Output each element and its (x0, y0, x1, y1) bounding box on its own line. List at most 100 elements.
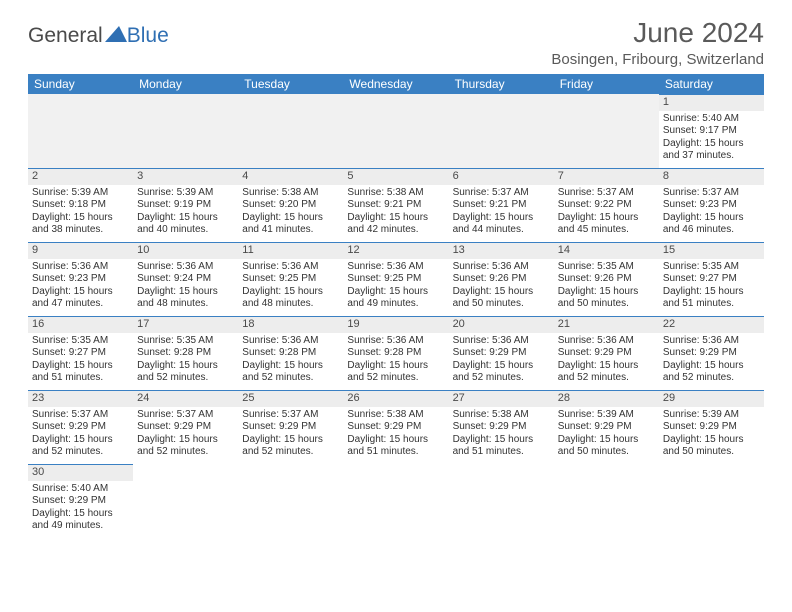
sunset-line: Sunset: 9:29 PM (663, 347, 760, 360)
sunset-line: Sunset: 9:27 PM (663, 273, 760, 286)
sunrise-line: Sunrise: 5:35 AM (558, 261, 655, 274)
daylight-line: Daylight: 15 hours and 50 minutes. (453, 286, 550, 311)
day-info: Sunrise: 5:39 AMSunset: 9:29 PMDaylight:… (659, 407, 764, 463)
sunset-line: Sunset: 9:29 PM (242, 421, 339, 434)
sunset-line: Sunset: 9:20 PM (242, 199, 339, 212)
sunset-line: Sunset: 9:29 PM (663, 421, 760, 434)
sunrise-line: Sunrise: 5:38 AM (242, 187, 339, 200)
day-cell-8: 8Sunrise: 5:37 AMSunset: 9:23 PMDaylight… (659, 168, 764, 242)
daylight-line: Daylight: 15 hours and 52 minutes. (663, 360, 760, 385)
daylight-line: Daylight: 15 hours and 48 minutes. (242, 286, 339, 311)
sunset-line: Sunset: 9:29 PM (32, 421, 129, 434)
day-info: Sunrise: 5:37 AMSunset: 9:29 PMDaylight:… (28, 407, 133, 463)
day-info: Sunrise: 5:38 AMSunset: 9:21 PMDaylight:… (343, 185, 448, 241)
daylight-line: Daylight: 15 hours and 37 minutes. (663, 138, 760, 163)
sunrise-line: Sunrise: 5:40 AM (663, 113, 760, 126)
sunrise-line: Sunrise: 5:36 AM (663, 335, 760, 348)
day-cell-4: 4Sunrise: 5:38 AMSunset: 9:20 PMDaylight… (238, 168, 343, 242)
day-info: Sunrise: 5:37 AMSunset: 9:29 PMDaylight:… (133, 407, 238, 463)
day-number: 19 (343, 317, 448, 333)
day-info: Sunrise: 5:36 AMSunset: 9:26 PMDaylight:… (449, 259, 554, 315)
sunset-line: Sunset: 9:25 PM (347, 273, 444, 286)
day-info: Sunrise: 5:37 AMSunset: 9:21 PMDaylight:… (449, 185, 554, 241)
day-number: 18 (238, 317, 343, 333)
sunset-line: Sunset: 9:29 PM (137, 421, 234, 434)
sunset-line: Sunset: 9:28 PM (242, 347, 339, 360)
day-cell-3: 3Sunrise: 5:39 AMSunset: 9:19 PMDaylight… (133, 168, 238, 242)
day-cell-2: 2Sunrise: 5:39 AMSunset: 9:18 PMDaylight… (28, 168, 133, 242)
sunset-line: Sunset: 9:29 PM (453, 421, 550, 434)
day-number: 7 (554, 169, 659, 185)
calendar-grid: 1Sunrise: 5:40 AMSunset: 9:17 PMDaylight… (28, 94, 764, 538)
sunset-line: Sunset: 9:27 PM (32, 347, 129, 360)
day-cell-5: 5Sunrise: 5:38 AMSunset: 9:21 PMDaylight… (343, 168, 448, 242)
day-info: Sunrise: 5:40 AMSunset: 9:29 PMDaylight:… (28, 481, 133, 537)
day-info: Sunrise: 5:38 AMSunset: 9:29 PMDaylight:… (449, 407, 554, 463)
day-number: 3 (133, 169, 238, 185)
day-info: Sunrise: 5:36 AMSunset: 9:29 PMDaylight:… (659, 333, 764, 389)
day-number: 29 (659, 391, 764, 407)
weekday-tuesday: Tuesday (238, 74, 343, 94)
day-number: 14 (554, 243, 659, 259)
sunrise-line: Sunrise: 5:36 AM (347, 335, 444, 348)
day-number: 5 (343, 169, 448, 185)
day-number: 25 (238, 391, 343, 407)
day-number: 8 (659, 169, 764, 185)
sunrise-line: Sunrise: 5:37 AM (558, 187, 655, 200)
day-number: 17 (133, 317, 238, 333)
day-number: 12 (343, 243, 448, 259)
daylight-line: Daylight: 15 hours and 52 minutes. (453, 360, 550, 385)
sunset-line: Sunset: 9:26 PM (558, 273, 655, 286)
day-number: 2 (28, 169, 133, 185)
day-info: Sunrise: 5:38 AMSunset: 9:20 PMDaylight:… (238, 185, 343, 241)
blank-cell (449, 94, 554, 168)
day-cell-12: 12Sunrise: 5:36 AMSunset: 9:25 PMDayligh… (343, 242, 448, 316)
day-number: 6 (449, 169, 554, 185)
sunrise-line: Sunrise: 5:39 AM (137, 187, 234, 200)
sunset-line: Sunset: 9:17 PM (663, 125, 760, 138)
sunset-line: Sunset: 9:25 PM (242, 273, 339, 286)
day-cell-27: 27Sunrise: 5:38 AMSunset: 9:29 PMDayligh… (449, 390, 554, 464)
daylight-line: Daylight: 15 hours and 48 minutes. (137, 286, 234, 311)
sunrise-line: Sunrise: 5:39 AM (558, 409, 655, 422)
sunrise-line: Sunrise: 5:38 AM (347, 409, 444, 422)
day-number: 24 (133, 391, 238, 407)
day-number: 1 (659, 95, 764, 111)
day-cell-18: 18Sunrise: 5:36 AMSunset: 9:28 PMDayligh… (238, 316, 343, 390)
day-info: Sunrise: 5:39 AMSunset: 9:29 PMDaylight:… (554, 407, 659, 463)
daylight-line: Daylight: 15 hours and 49 minutes. (32, 508, 129, 533)
daylight-line: Daylight: 15 hours and 52 minutes. (137, 434, 234, 459)
daylight-line: Daylight: 15 hours and 40 minutes. (137, 212, 234, 237)
daylight-line: Daylight: 15 hours and 46 minutes. (663, 212, 760, 237)
day-info: Sunrise: 5:38 AMSunset: 9:29 PMDaylight:… (343, 407, 448, 463)
day-cell-10: 10Sunrise: 5:36 AMSunset: 9:24 PMDayligh… (133, 242, 238, 316)
day-number: 22 (659, 317, 764, 333)
logo-mark-icon (105, 24, 127, 48)
day-cell-9: 9Sunrise: 5:36 AMSunset: 9:23 PMDaylight… (28, 242, 133, 316)
weekday-thursday: Thursday (449, 74, 554, 94)
day-cell-1: 1 Sunrise: 5:40 AMSunset: 9:17 PMDaylight… (659, 94, 764, 168)
day-info: Sunrise: 5:36 AMSunset: 9:29 PMDaylight:… (554, 333, 659, 389)
daylight-line: Daylight: 15 hours and 50 minutes. (663, 434, 760, 459)
daylight-line: Daylight: 15 hours and 51 minutes. (347, 434, 444, 459)
blank-cell (238, 94, 343, 168)
sunset-line: Sunset: 9:29 PM (453, 347, 550, 360)
blank-cell (133, 94, 238, 168)
sunrise-line: Sunrise: 5:36 AM (32, 261, 129, 274)
weekday-wednesday: Wednesday (343, 74, 448, 94)
day-number: 20 (449, 317, 554, 333)
day-info: Sunrise: 5:37 AMSunset: 9:23 PMDaylight:… (659, 185, 764, 241)
logo: General Blue (28, 18, 169, 48)
daylight-line: Daylight: 15 hours and 52 minutes. (242, 434, 339, 459)
day-number: 21 (554, 317, 659, 333)
day-info: Sunrise: 5:39 AMSunset: 9:19 PMDaylight:… (133, 185, 238, 241)
day-cell-23: 23Sunrise: 5:37 AMSunset: 9:29 PMDayligh… (28, 390, 133, 464)
month-title: June 2024 (551, 18, 764, 49)
day-info: Sunrise: 5:36 AMSunset: 9:24 PMDaylight:… (133, 259, 238, 315)
sunset-line: Sunset: 9:24 PM (137, 273, 234, 286)
day-info: Sunrise: 5:36 AMSunset: 9:29 PMDaylight:… (449, 333, 554, 389)
daylight-line: Daylight: 15 hours and 51 minutes. (453, 434, 550, 459)
sunrise-line: Sunrise: 5:35 AM (137, 335, 234, 348)
sunset-line: Sunset: 9:29 PM (32, 495, 129, 508)
daylight-line: Daylight: 15 hours and 52 minutes. (347, 360, 444, 385)
